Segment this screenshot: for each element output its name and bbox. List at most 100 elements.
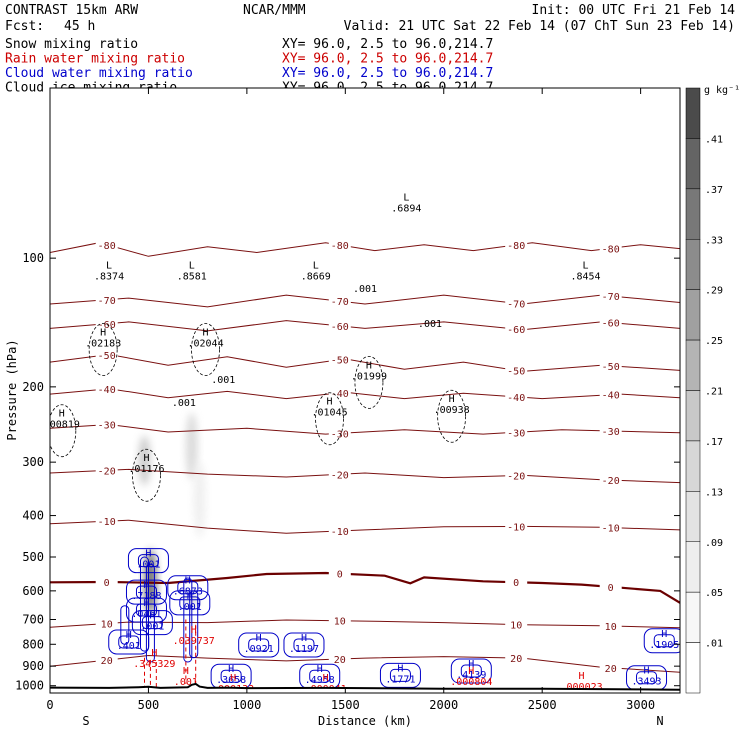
isotherm-label-bg — [328, 353, 351, 365]
cloud-water-value: .001 — [136, 560, 160, 571]
isotherm-label-bg — [505, 652, 528, 664]
cloud-water-marker: H — [256, 633, 262, 644]
cloud-water-contour — [238, 632, 280, 658]
isotherm-label: -70 — [602, 292, 620, 303]
y-tick-label: 700 — [22, 612, 44, 626]
isotherm-label-bg — [95, 348, 118, 360]
cloud-water-contour — [167, 575, 209, 601]
isotherm-label-bg — [95, 575, 118, 587]
cloud-water-value: .7188 — [131, 591, 161, 602]
ice-extreme-marker: H — [203, 328, 209, 339]
ice-extreme-value: .8374 — [94, 271, 124, 282]
isotherm-label-bg — [599, 388, 622, 400]
cloud-water-value: .1905 — [649, 640, 679, 651]
cloud-water-value: .001 — [178, 602, 202, 613]
ice-extreme-marker: H — [100, 328, 106, 339]
isotherm-label: -40 — [602, 391, 620, 402]
isotherm-label: -30 — [331, 429, 349, 440]
cloud-water-marker: H — [397, 663, 403, 674]
plot-content: -80 -80 -80 -80 -70 -70 -70 -70 -60 -60 -60 -60 -50 -… — [50, 193, 680, 693]
isotherm-label-bg — [95, 515, 118, 527]
isotherm-label-bg — [95, 293, 118, 305]
ice-extreme-marker: H — [366, 360, 372, 371]
rain-value: .345329 — [133, 659, 175, 670]
cloud-water-value: .3493 — [631, 677, 661, 688]
colorbar-swatch — [685, 239, 701, 290]
isotherm-label-bg — [328, 238, 351, 250]
isotherm-line — [50, 468, 680, 484]
isotherm-label: 0 — [513, 578, 519, 589]
isotherm-label: -50 — [331, 356, 349, 367]
colorbar-swatch — [685, 642, 701, 694]
isotherm-label-bg — [505, 426, 528, 438]
colorbar-swatch — [685, 339, 701, 391]
y-tick-label: 800 — [22, 637, 44, 651]
ice-extreme-marker: H — [449, 394, 455, 405]
colorbar-swatch — [685, 491, 701, 543]
isotherm-label-bg — [599, 619, 622, 631]
isotherm-label-bg — [599, 424, 622, 436]
rain-value: .000023 — [560, 682, 602, 693]
isotherm-label: -50 — [602, 362, 620, 373]
legend-entry-xy: XY= 96.0, 2.5 to 96.0,214.7 — [282, 52, 493, 67]
rain-marker: H — [468, 666, 474, 677]
cloud-water-marker: H — [661, 629, 667, 640]
isotherm-label-bg — [95, 654, 118, 666]
legend-entry-xy: XY= 96.0, 2.5 to 96.0,214.7 — [282, 37, 493, 52]
isotherm-label: -10 — [507, 522, 525, 533]
ice-contour-label: .001 — [211, 375, 235, 386]
legend: Snow mixing ratio XY= 96.0, 2.5 to 96.0,2… — [5, 37, 493, 96]
isotherm-label: -60 — [507, 325, 525, 336]
isotherm-label: -10 — [98, 517, 116, 528]
isotherm-label-bg — [505, 323, 528, 335]
x-tick-label: 500 — [138, 698, 160, 712]
isotherm-line — [50, 423, 680, 435]
ice-contour — [315, 392, 344, 446]
colorbar-tick-label: .37 — [705, 185, 723, 196]
ice-extreme-marker: L — [106, 260, 112, 271]
x-tick-label: 2000 — [429, 698, 458, 712]
isotherm-label: -50 — [98, 351, 116, 362]
cloud-water-marker: H — [644, 666, 650, 677]
cloud-water-value: .1197 — [289, 644, 319, 655]
colorbar-unit: g kg⁻¹ — [704, 85, 740, 96]
ice-extreme-value: .02183 — [85, 339, 121, 350]
model-title: CONTRAST 15km ARW — [5, 3, 138, 18]
isotherm-label: -10 — [331, 527, 349, 538]
isotherm-label: -80 — [507, 241, 525, 252]
ice-contour-label: .001 — [418, 319, 442, 330]
cloud-water-marker: H — [317, 664, 323, 675]
y-tick-label: 900 — [22, 659, 44, 673]
cloud-water-value: .3658 — [216, 675, 246, 686]
cloud-water-value: .0461 — [131, 609, 161, 620]
isotherm-label: -70 — [331, 297, 349, 308]
cloud-water-marker: H — [228, 664, 234, 675]
init-time: Init: 00 UTC Fri 21 Feb 14 — [532, 3, 736, 18]
ice-extreme-marker: L — [403, 193, 409, 204]
ice-extreme-value: .00938 — [434, 405, 470, 416]
cloud-water-contour — [177, 581, 199, 595]
ice-extreme-marker: H — [59, 409, 65, 420]
colorbar-swatch — [685, 188, 701, 240]
cloud-water-value: .0921 — [244, 644, 274, 655]
isotherm-label-bg — [328, 567, 351, 579]
y-tick-label: 600 — [22, 584, 44, 598]
y-tick-label: 400 — [22, 509, 44, 523]
isotherm-label: -20 — [98, 466, 116, 477]
isotherm-label: 0 — [104, 578, 110, 589]
colorbar: .41 .37 .33 .29 .25 .21 .17 .13 .09 .05 .01 — [685, 87, 723, 694]
cloud-water-column — [183, 577, 193, 663]
isotherm-label-bg — [599, 661, 622, 673]
isotherm-label-bg — [505, 364, 528, 376]
ice-contour — [437, 389, 467, 443]
center-label: NCAR/MMM — [243, 3, 306, 18]
isotherm-label: -30 — [507, 428, 525, 439]
isotherm-label-bg — [505, 297, 528, 309]
cloud-water-contour — [636, 671, 658, 685]
isotherm-label: -40 — [98, 385, 116, 396]
isotherm-label: 20 — [101, 656, 113, 667]
cloud-water-contour — [460, 664, 482, 678]
cloud-water-contour — [309, 669, 331, 683]
isotherm-label: 10 — [510, 621, 522, 632]
